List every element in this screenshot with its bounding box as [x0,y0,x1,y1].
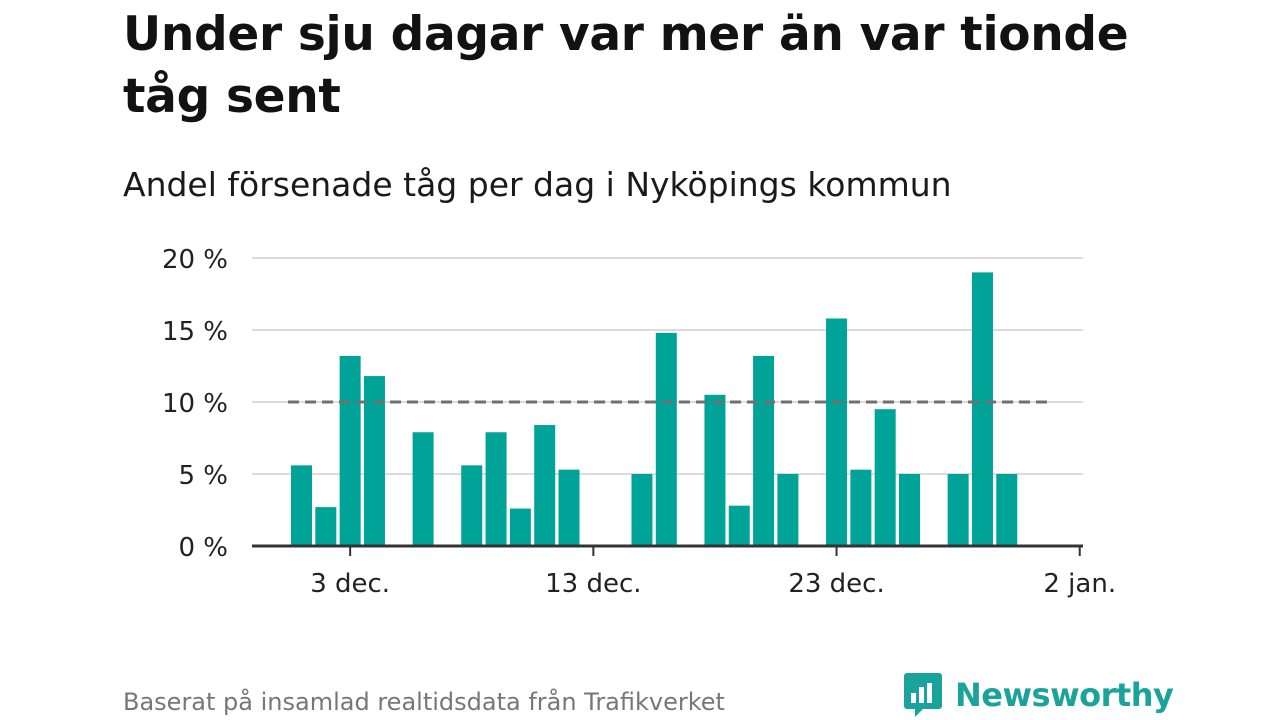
bar [996,474,1018,546]
x-tick-label: 13 dec. [545,569,641,599]
x-tick-label: 3 dec. [310,569,390,599]
y-tick-label: 15 % [162,317,228,347]
bar [826,318,848,546]
bar [631,474,653,546]
y-tick-label: 20 % [162,245,228,275]
bar-chart: 0 % 5 % 10 % 15 % 20 % 3 dec. 13 dec. 23 dec. 2 … [162,245,1116,599]
bar [777,474,799,546]
x-tick-label: 2 jan. [1043,569,1116,599]
brand-name: Newsworthy [955,676,1174,714]
y-tick-label: 5 % [178,461,228,491]
y-tick-label: 10 % [162,389,228,419]
chart-title: Under sju dagar var mer än var tionde tå… [123,7,1129,124]
bar [728,505,750,546]
bar [291,465,312,546]
bar [558,469,580,546]
tick-labels: 0 % 5 % 10 % 15 % 20 % 3 dec. 13 dec. 23 dec. 2 … [162,245,1116,599]
bar [947,474,969,546]
bar [971,272,993,546]
bar [485,432,507,546]
bar [899,474,920,546]
bar [315,507,337,546]
bar [339,355,361,546]
bar [655,332,677,546]
y-tick-label: 0 % [178,533,228,563]
bar [850,469,872,546]
bar [534,425,556,546]
bar [753,355,775,546]
bar-chart-speech-bubble-icon [904,673,942,717]
bar [704,394,726,546]
x-tick-label: 23 dec. [788,569,884,599]
bar [509,508,531,546]
bar [461,465,483,546]
bar [412,432,434,546]
brand-logo: Newsworthy [903,671,1174,719]
chart-subtitle: Andel försenade tåg per dag i Nyköpings … [123,165,952,204]
source-note: Baserat på insamlad realtidsdata från Tr… [123,688,725,716]
bar [363,376,385,546]
bar [874,409,896,546]
x-axis [252,544,1083,556]
bars [291,272,1018,546]
